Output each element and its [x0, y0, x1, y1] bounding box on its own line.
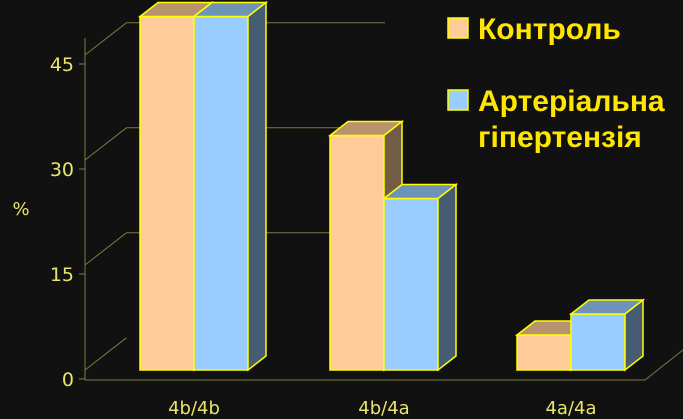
y-tick-label: 0 — [62, 369, 74, 391]
y-tick-label: 45 — [50, 54, 74, 76]
legend-label: гіпертензія — [478, 121, 642, 154]
y-tick-label: 15 — [50, 264, 74, 286]
legend-swatch — [447, 89, 469, 111]
bar-front — [383, 197, 439, 371]
bars — [137, 0, 646, 372]
bar — [568, 298, 646, 372]
bar-front — [193, 15, 249, 371]
axes: 0 15 30 45 4b/4b 4b/4a 4a/4a — [50, 38, 597, 419]
floor-side — [644, 349, 683, 381]
bar-front — [516, 334, 572, 371]
x-tick-label: 4a/4a — [545, 398, 596, 419]
legend-label: Контроль — [478, 13, 621, 46]
gridline-side — [84, 337, 127, 371]
bar-side — [437, 182, 457, 372]
bar — [191, 0, 269, 372]
gridline-side — [84, 232, 127, 266]
bar-side — [624, 298, 644, 372]
bar-side — [247, 0, 267, 372]
y-axis-label: % — [12, 199, 29, 220]
bar-front — [329, 134, 385, 371]
bar-front — [139, 15, 195, 371]
gridline-side — [84, 127, 127, 161]
x-tick-label: 4b/4a — [358, 398, 409, 419]
bar-front — [570, 313, 626, 371]
gridline-side — [84, 22, 127, 56]
bar — [381, 182, 459, 372]
x-tick-label: 4b/4b — [168, 398, 220, 419]
legend-swatch — [447, 17, 469, 39]
y-tick-label: 30 — [50, 159, 74, 181]
legend-label: Артеріальна — [478, 85, 665, 118]
